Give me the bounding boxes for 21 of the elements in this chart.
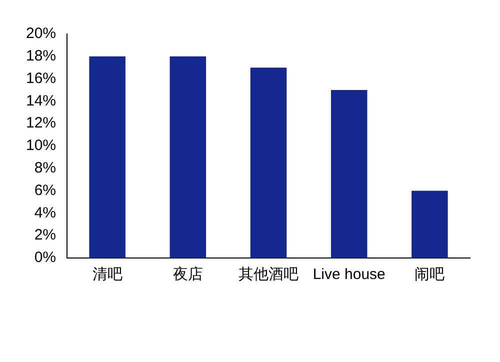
x-tick-label: 其他酒吧 <box>238 266 299 284</box>
bar <box>250 68 287 258</box>
y-tick-label: 4% <box>34 204 56 222</box>
y-tick-label: 20% <box>26 25 56 42</box>
y-tick-label: 12% <box>26 114 56 132</box>
y-tick-label: 6% <box>34 182 56 199</box>
x-tick-label: Live house <box>312 266 386 284</box>
y-tick-label: 10% <box>26 137 56 154</box>
y-tick-label: 16% <box>26 70 56 87</box>
bar <box>89 56 126 258</box>
y-tick-label: 0% <box>34 249 56 266</box>
bar <box>330 90 368 258</box>
x-tick-label: 清吧 <box>92 266 122 284</box>
bar <box>170 56 206 258</box>
x-tick-label: 闹吧 <box>414 266 445 284</box>
y-tick-label: 2% <box>34 226 56 244</box>
x-tick-label: 夜店 <box>172 266 203 284</box>
bar <box>412 190 448 258</box>
y-tick-label: 8% <box>34 160 56 177</box>
y-tick-label: 14% <box>26 92 56 110</box>
y-tick-label: 18% <box>26 48 56 65</box>
